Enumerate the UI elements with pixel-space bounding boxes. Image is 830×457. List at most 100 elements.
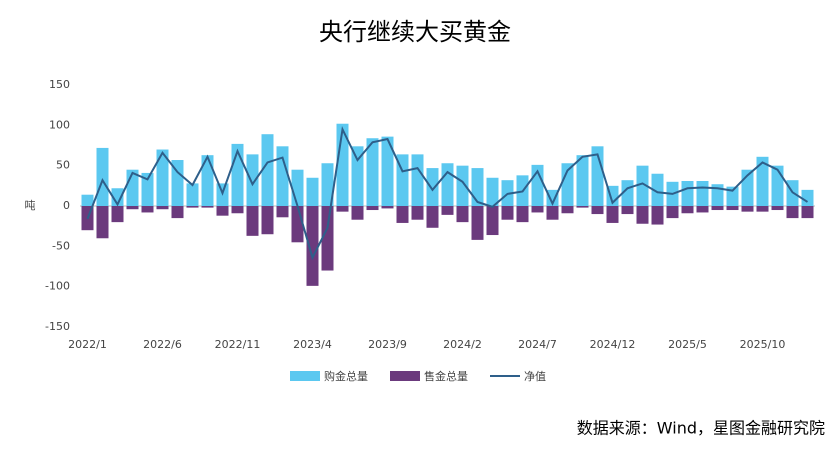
bar — [246, 206, 259, 236]
bar — [126, 206, 139, 210]
bar — [216, 206, 229, 216]
bar — [696, 180, 709, 206]
bar — [771, 206, 784, 211]
y-tick-label: -100 — [45, 280, 70, 293]
bar — [441, 206, 454, 215]
bar — [186, 206, 199, 208]
bar — [96, 206, 109, 239]
legend-swatch — [390, 371, 420, 381]
bar — [276, 206, 289, 218]
bar — [171, 206, 184, 219]
bar — [576, 206, 589, 208]
legend-label: 购金总量 — [324, 369, 368, 383]
bar — [636, 165, 649, 206]
bar — [591, 206, 604, 215]
x-tick-label: 2025/5 — [668, 338, 707, 351]
bar — [141, 172, 154, 206]
bar — [546, 189, 559, 206]
bar — [171, 160, 184, 206]
bar — [651, 206, 664, 225]
y-tick-label: -50 — [52, 239, 70, 252]
bar — [396, 206, 409, 223]
bar — [141, 206, 154, 213]
bar — [456, 206, 469, 223]
x-tick-label: 2024/12 — [590, 338, 636, 351]
bar — [411, 206, 424, 220]
legend-swatch — [290, 371, 320, 381]
x-tick-label: 2024/2 — [443, 338, 482, 351]
bar — [771, 165, 784, 206]
y-tick-label: -150 — [45, 320, 70, 333]
x-tick-label: 2022/1 — [68, 338, 107, 351]
x-tick-label: 2022/11 — [215, 338, 261, 351]
bar — [306, 177, 319, 206]
net-line — [86, 126, 809, 261]
bar — [321, 163, 334, 206]
bar — [801, 206, 814, 219]
bar — [711, 206, 724, 211]
bar — [276, 146, 289, 206]
chart-title: 央行继续大买黄金 — [319, 18, 511, 46]
bar — [696, 206, 709, 213]
legend-label: 净值 — [524, 369, 546, 383]
bar — [606, 206, 619, 223]
bar — [261, 206, 274, 235]
bar — [546, 206, 559, 220]
y-tick-label: 50 — [56, 159, 70, 172]
bar — [516, 206, 529, 223]
bar — [96, 147, 109, 206]
bar — [666, 206, 679, 219]
bar — [531, 206, 544, 213]
bar — [756, 206, 769, 212]
bar — [381, 136, 394, 206]
bar — [321, 206, 334, 271]
bar — [621, 206, 634, 215]
bar — [681, 180, 694, 206]
bar — [576, 155, 589, 206]
bar — [336, 206, 349, 212]
bar — [636, 206, 649, 224]
y-tick-label: 150 — [49, 78, 70, 91]
y-axis-label: 吨 — [25, 199, 36, 212]
bar — [291, 206, 304, 243]
bar — [396, 154, 409, 206]
bar — [261, 134, 274, 206]
x-tick-label: 2022/6 — [143, 338, 182, 351]
bar — [501, 206, 514, 220]
bar — [741, 206, 754, 212]
bar — [156, 206, 169, 210]
bar — [231, 206, 244, 214]
bar — [486, 177, 499, 206]
bar — [246, 154, 259, 206]
x-tick-label: 2023/4 — [293, 338, 332, 351]
bar — [651, 173, 664, 206]
x-tick-label: 2023/9 — [368, 338, 407, 351]
bar — [471, 206, 484, 240]
bar — [426, 168, 439, 206]
bar — [351, 146, 364, 206]
bar — [486, 206, 499, 236]
bar — [426, 206, 439, 228]
bar — [441, 163, 454, 206]
bar — [456, 165, 469, 206]
bar — [726, 206, 739, 211]
source-note: 数据来源：Wind，星图金融研究院 — [577, 419, 825, 438]
bar — [291, 169, 304, 206]
bar — [201, 155, 214, 206]
bar — [801, 189, 814, 206]
bar — [366, 206, 379, 211]
bar — [756, 156, 769, 206]
bar — [201, 206, 214, 208]
bar — [681, 206, 694, 214]
x-tick-label: 2024/7 — [518, 338, 557, 351]
bar — [561, 206, 574, 214]
bar — [366, 138, 379, 206]
bar — [81, 194, 94, 206]
bar — [561, 163, 574, 206]
y-tick-label: 100 — [49, 118, 70, 131]
bar — [726, 186, 739, 206]
bar — [111, 188, 124, 206]
bar — [111, 206, 124, 223]
legend-label: 售金总量 — [424, 369, 468, 383]
